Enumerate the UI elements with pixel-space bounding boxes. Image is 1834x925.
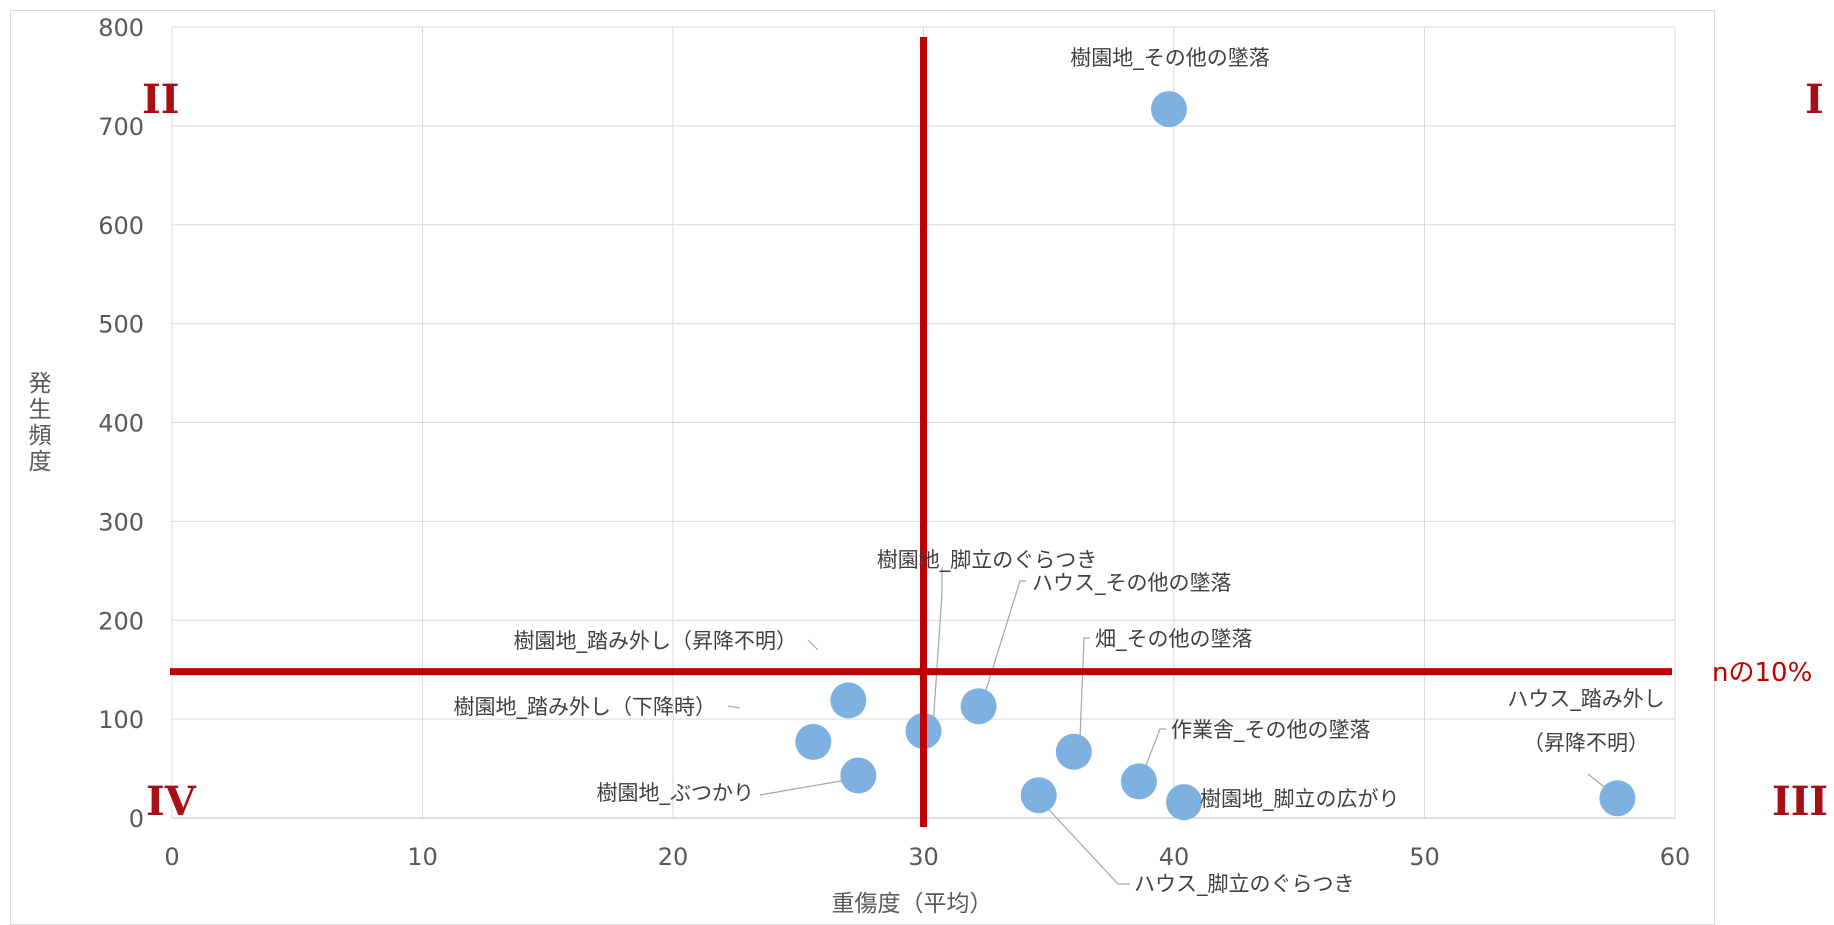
quadrant-label-iv: IV bbox=[146, 778, 197, 825]
data-point bbox=[1055, 733, 1092, 770]
leader-line bbox=[807, 639, 819, 651]
data-point bbox=[840, 757, 877, 794]
x-axis-title: 重傷度（平均） bbox=[832, 891, 993, 917]
y-tick-label: 700 bbox=[98, 113, 144, 141]
leader-line bbox=[931, 567, 943, 743]
quadrant-label-i: I bbox=[1805, 76, 1824, 123]
point-label-line: 樹園地_踏み外し（下降時） bbox=[454, 695, 717, 720]
y-tick-label: 0 bbox=[129, 805, 144, 833]
point-label-line: 畑_その他の墜落 bbox=[1095, 627, 1253, 652]
point-label: 作業舎_その他の墜落 bbox=[1171, 718, 1371, 743]
gridlines bbox=[171, 26, 1676, 819]
data-point bbox=[1166, 784, 1203, 821]
point-label-line: ハウス_脚立のぐらつき bbox=[1134, 872, 1355, 897]
point-label-line: 樹園地_その他の墜落 bbox=[1070, 46, 1270, 71]
point-label-line: （昇降不明） bbox=[1523, 731, 1649, 755]
y-tick-label: 300 bbox=[98, 508, 144, 536]
x-tick-label: 40 bbox=[1159, 843, 1190, 871]
point-label-line: 樹園地_脚立のぐらつき bbox=[877, 548, 1098, 573]
y-axis-title-char: 発 bbox=[29, 371, 52, 397]
point-label-line: 樹園地_ぶつかり bbox=[597, 781, 755, 806]
point-label-line: ハウス_踏み外し bbox=[1507, 687, 1665, 712]
point-label: 樹園地_脚立のぐらつき bbox=[877, 548, 1098, 573]
point-label: ハウス_その他の墜落 bbox=[1032, 571, 1232, 596]
leader-line bbox=[1144, 728, 1166, 769]
leader-line bbox=[985, 580, 1026, 691]
reference-lines bbox=[170, 37, 1672, 827]
y-tick-label: 500 bbox=[98, 311, 144, 339]
y-tick-label: 100 bbox=[98, 706, 144, 734]
data-point bbox=[795, 723, 832, 760]
point-label-line: 作業舎_その他の墜落 bbox=[1171, 718, 1371, 743]
data-point bbox=[1599, 780, 1636, 817]
point-label-line: 樹園地_踏み外し（昇降不明） bbox=[514, 629, 798, 654]
y-tick-label: 800 bbox=[98, 14, 144, 42]
data-point bbox=[830, 682, 867, 719]
y-axis-title-char: 生 bbox=[29, 397, 52, 423]
data-point bbox=[1150, 91, 1187, 128]
point-label: 樹園地_ぶつかり bbox=[597, 781, 755, 806]
data-point bbox=[1020, 777, 1057, 814]
x-tick-label: 0 bbox=[164, 843, 179, 871]
point-label: 樹園地_脚立の広がり bbox=[1200, 787, 1400, 812]
x-tick-label: 20 bbox=[658, 843, 689, 871]
leader-line bbox=[1039, 799, 1130, 885]
x-tick-label: 60 bbox=[1660, 843, 1691, 871]
y-axis-title-char: 頻 bbox=[29, 423, 52, 449]
leader-line bbox=[727, 705, 741, 709]
x-tick-label: 30 bbox=[908, 843, 939, 871]
y-tick-label: 600 bbox=[98, 212, 144, 240]
point-label-line: ハウス_その他の墜落 bbox=[1032, 571, 1232, 596]
point-label: ハウス_脚立のぐらつき bbox=[1134, 872, 1355, 897]
point-label: 畑_その他の墜落 bbox=[1095, 627, 1253, 652]
quadrant-label-ii: II bbox=[142, 76, 179, 123]
y-tick-labels: 0 100 200 300 400 500 600 700 800 bbox=[98, 14, 144, 833]
label-leader-lines bbox=[727, 567, 1609, 885]
data-point bbox=[1120, 763, 1157, 800]
x-tick-label: 50 bbox=[1409, 843, 1440, 871]
point-label: ハウス_踏み外し （昇降不明） bbox=[1507, 687, 1665, 755]
point-label: 樹園地_踏み外し（昇降不明） bbox=[514, 629, 798, 654]
point-label: 樹園地_踏み外し（下降時） bbox=[454, 695, 717, 720]
y-axis-title-char: 度 bbox=[29, 449, 52, 475]
y-tick-label: 400 bbox=[98, 410, 144, 438]
y-axis-title: 発生頻度 bbox=[29, 371, 52, 475]
data-point bbox=[960, 688, 997, 725]
leader-line bbox=[1079, 637, 1090, 739]
x-tick-label: 10 bbox=[407, 843, 438, 871]
x-tick-labels: 0 10 20 30 40 50 60 bbox=[164, 843, 1690, 871]
point-label-line: 樹園地_脚立の広がり bbox=[1200, 787, 1400, 812]
y-tick-label: 200 bbox=[98, 607, 144, 635]
point-label: 樹園地_その他の墜落 bbox=[1070, 46, 1270, 71]
quadrant-label-iii: III bbox=[1772, 778, 1828, 825]
threshold-label: nの10% bbox=[1712, 658, 1812, 688]
